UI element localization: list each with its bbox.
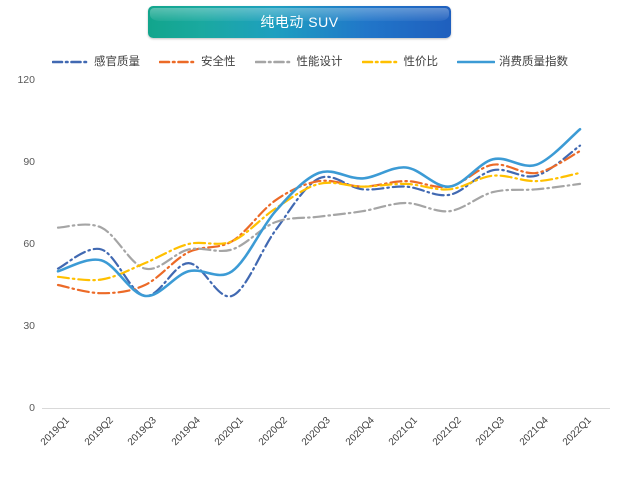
legend-item-4[interactable]: 消费质量指数: [457, 53, 568, 69]
legend-label: 消费质量指数: [499, 56, 568, 68]
legend-label: 性价比: [403, 56, 439, 68]
chart-title-banner: 纯电动 SUV: [148, 6, 451, 38]
legend-item-2[interactable]: 性能设计: [254, 53, 343, 69]
page-title: 纯电动 SUV: [260, 14, 339, 30]
legend-label: 安全性: [201, 56, 236, 68]
series-line-2: [56, 182, 582, 271]
legend-swatch-icon: [254, 60, 293, 63]
legend-item-0[interactable]: 感官质量: [52, 53, 140, 69]
y-axis-tick-1: 30: [23, 320, 35, 332]
y-axis-tick-2: 60: [23, 238, 35, 250]
series-line-4: [56, 127, 582, 298]
y-axis-tick-3: 90: [23, 156, 35, 168]
legend-label: 感官质量: [94, 56, 140, 68]
legend-swatch-icon: [159, 60, 197, 63]
series-line-0: [56, 144, 582, 298]
series-line-1: [56, 150, 582, 295]
chart-legend: 感官质量 安全性 性能设计 性价比 消费质量指数: [0, 53, 620, 69]
legend-swatch-icon: [457, 60, 495, 63]
y-axis-tick-0: 0: [29, 402, 35, 414]
legend-item-3[interactable]: 性价比: [361, 53, 439, 69]
legend-swatch-icon: [361, 60, 400, 63]
series-line-3: [56, 171, 582, 282]
legend-label: 性能设计: [296, 56, 343, 68]
legend-item-1[interactable]: 安全性: [159, 53, 236, 69]
x-axis-line: [42, 408, 610, 409]
legend-swatch-icon: [52, 60, 90, 63]
y-axis-tick-4: 120: [17, 74, 35, 86]
